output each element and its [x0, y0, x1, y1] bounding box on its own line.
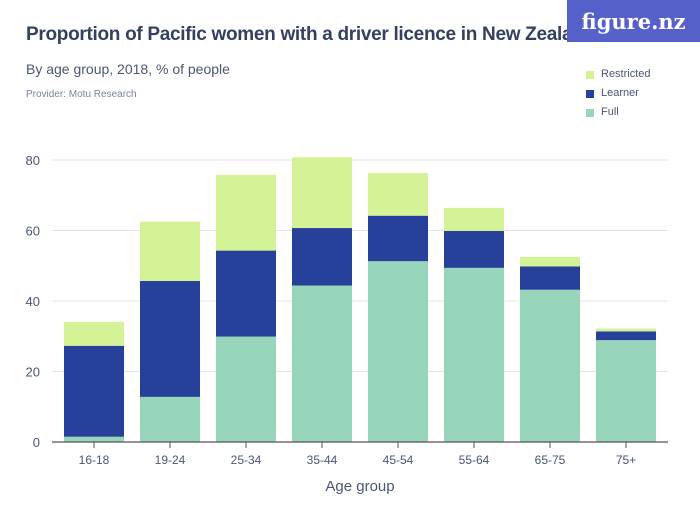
bar-full-65-75: [520, 289, 580, 442]
bar-learner-45-54: [368, 215, 428, 262]
bar-learner-55-64: [444, 230, 504, 268]
bar-restricted-19-24: [140, 221, 200, 281]
bar-full-25-34: [216, 336, 276, 442]
x-tick-label: 65-75: [535, 453, 566, 467]
legend-swatch-full: [586, 109, 594, 117]
bar-full-75+: [596, 340, 656, 442]
legend-item-learner: Learner: [586, 83, 651, 102]
legend: Restricted Learner Full: [586, 64, 651, 121]
bar-learner-19-24: [140, 280, 200, 397]
chart-subtitle: By age group, 2018, % of people: [26, 61, 230, 77]
legend-item-full: Full: [586, 102, 651, 121]
x-tick-label: 16-18: [79, 453, 110, 467]
bar-restricted-25-34: [216, 174, 276, 251]
legend-swatch-learner: [586, 90, 594, 98]
x-tick-label: 75+: [616, 453, 636, 467]
bar-restricted-16-18: [64, 321, 124, 346]
x-tick-label: 45-54: [383, 453, 414, 467]
legend-label-restricted: Restricted: [601, 67, 651, 80]
legend-item-restricted: Restricted: [586, 64, 651, 83]
x-tick-label: 25-34: [231, 453, 262, 467]
bar-restricted-75+: [596, 328, 656, 332]
legend-label-full: Full: [601, 105, 619, 118]
y-tick-label: 0: [33, 435, 40, 450]
x-tick-label: 19-24: [155, 453, 186, 467]
x-tick-label: 55-64: [459, 453, 490, 467]
bar-full-35-44: [292, 285, 352, 442]
bar-learner-65-75: [520, 266, 580, 290]
bar-restricted-65-75: [520, 256, 580, 267]
provider-text: Provider: Motu Research: [26, 89, 137, 100]
bar-full-45-54: [368, 261, 428, 442]
legend-label-learner: Learner: [601, 86, 639, 99]
chart-title: Proportion of Pacific women with a drive…: [26, 24, 595, 45]
bar-full-19-24: [140, 396, 200, 442]
legend-swatch-restricted: [586, 71, 594, 79]
bar-restricted-45-54: [368, 173, 428, 216]
y-tick-label: 20: [26, 365, 40, 380]
bar-learner-75+: [596, 331, 656, 341]
bar-full-16-18: [64, 436, 124, 442]
bar-learner-35-44: [292, 228, 352, 286]
bar-learner-25-34: [216, 250, 276, 337]
x-axis-label: Age group: [325, 478, 394, 495]
x-tick-label: 35-44: [307, 453, 338, 467]
y-tick-label: 80: [26, 153, 40, 168]
bar-learner-16-18: [64, 345, 124, 437]
bar-restricted-35-44: [292, 157, 352, 229]
y-tick-label: 40: [26, 294, 40, 309]
bar-full-55-64: [444, 267, 504, 442]
figure-nz-logo[interactable]: figure.nz: [567, 0, 700, 42]
y-tick-label: 60: [26, 224, 40, 239]
bar-restricted-55-64: [444, 207, 504, 231]
logo-text: figure.nz: [581, 8, 686, 34]
